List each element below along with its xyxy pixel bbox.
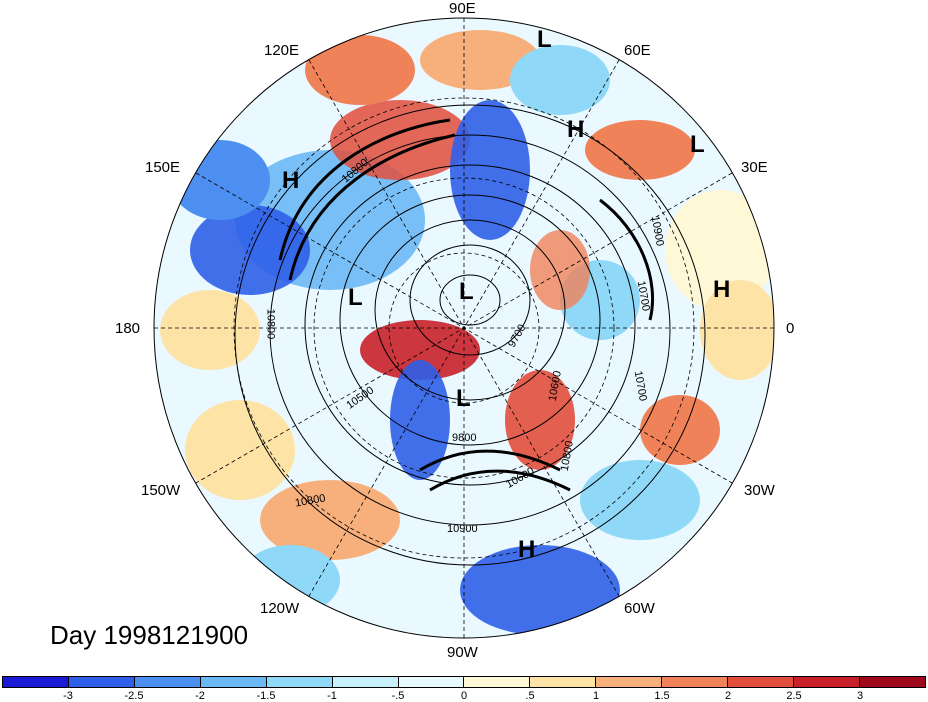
color-bar-swatch <box>728 677 795 687</box>
lon-label-120e: 120E <box>264 42 300 59</box>
lon-label-0: 0 <box>786 320 795 337</box>
color-bar-tick: 1 <box>592 690 600 702</box>
color-bar-tick: .5 <box>525 690 535 702</box>
low-center-marker: L <box>459 278 474 305</box>
color-bar-swatch <box>662 677 729 687</box>
lon-label-60e: 60E <box>624 42 651 59</box>
color-bar-tick: 1.5 <box>654 690 670 702</box>
low-center-marker: L <box>537 26 552 53</box>
lon-label-90e: 90E <box>449 0 476 17</box>
lon-label-150e: 150E <box>145 159 181 176</box>
high-center-marker: H <box>518 536 536 563</box>
lon-label-90w: 90W <box>447 644 478 661</box>
lon-label-180: 180 <box>115 320 141 337</box>
color-bar-tick: -2 <box>195 690 205 702</box>
color-bar-tick: 2 <box>724 690 732 702</box>
color-bar-tick: -2.5 <box>124 690 144 702</box>
color-bar-tick: 0 <box>460 690 468 702</box>
lon-label-150w: 150W <box>141 482 181 499</box>
color-bar-tick: -3 <box>63 690 73 702</box>
color-bar-tick: -.5 <box>391 690 405 702</box>
color-bar-swatch <box>859 677 925 687</box>
color-bar-swatch <box>464 677 531 687</box>
color-bar-swatch <box>530 677 597 687</box>
color-bar-swatch <box>68 677 135 687</box>
high-center-marker: H <box>282 167 300 194</box>
lon-label-30w: 30W <box>744 482 775 499</box>
low-center-marker: L <box>348 284 363 311</box>
color-bar-swatch <box>3 677 69 687</box>
lon-label-30e: 30E <box>741 159 768 176</box>
color-bar-tick: 3 <box>856 690 864 702</box>
height-contours <box>234 104 706 566</box>
color-bar-tick: -1.5 <box>256 690 276 702</box>
graticule <box>154 18 774 638</box>
anomaly-field <box>154 18 774 638</box>
color-bar-swatch <box>200 677 267 687</box>
high-center-marker: H <box>567 116 585 143</box>
color-bar-tick: 2.5 <box>786 690 802 702</box>
low-center-marker: L <box>456 385 471 412</box>
map-boundary <box>153 17 775 639</box>
color-bar-swatch <box>596 677 663 687</box>
color-bar-swatch <box>398 677 465 687</box>
lon-label-120w: 120W <box>260 600 300 617</box>
lon-label-60w: 60W <box>624 600 655 617</box>
high-center-marker: H <box>713 276 731 303</box>
contour-label: 10800 <box>264 308 277 340</box>
low-center-marker: L <box>690 131 705 158</box>
color-bar-swatch <box>134 677 201 687</box>
contour-label: 9800 <box>452 432 477 444</box>
color-bar-swatch <box>794 677 860 687</box>
color-bar-tick: -1 <box>327 690 337 702</box>
date-title: Day 1998121900 <box>50 620 249 650</box>
color-bar <box>2 676 926 688</box>
color-bar-swatch <box>332 677 399 687</box>
color-bar-swatch <box>266 677 333 687</box>
contour-label: 10900 <box>447 523 478 535</box>
